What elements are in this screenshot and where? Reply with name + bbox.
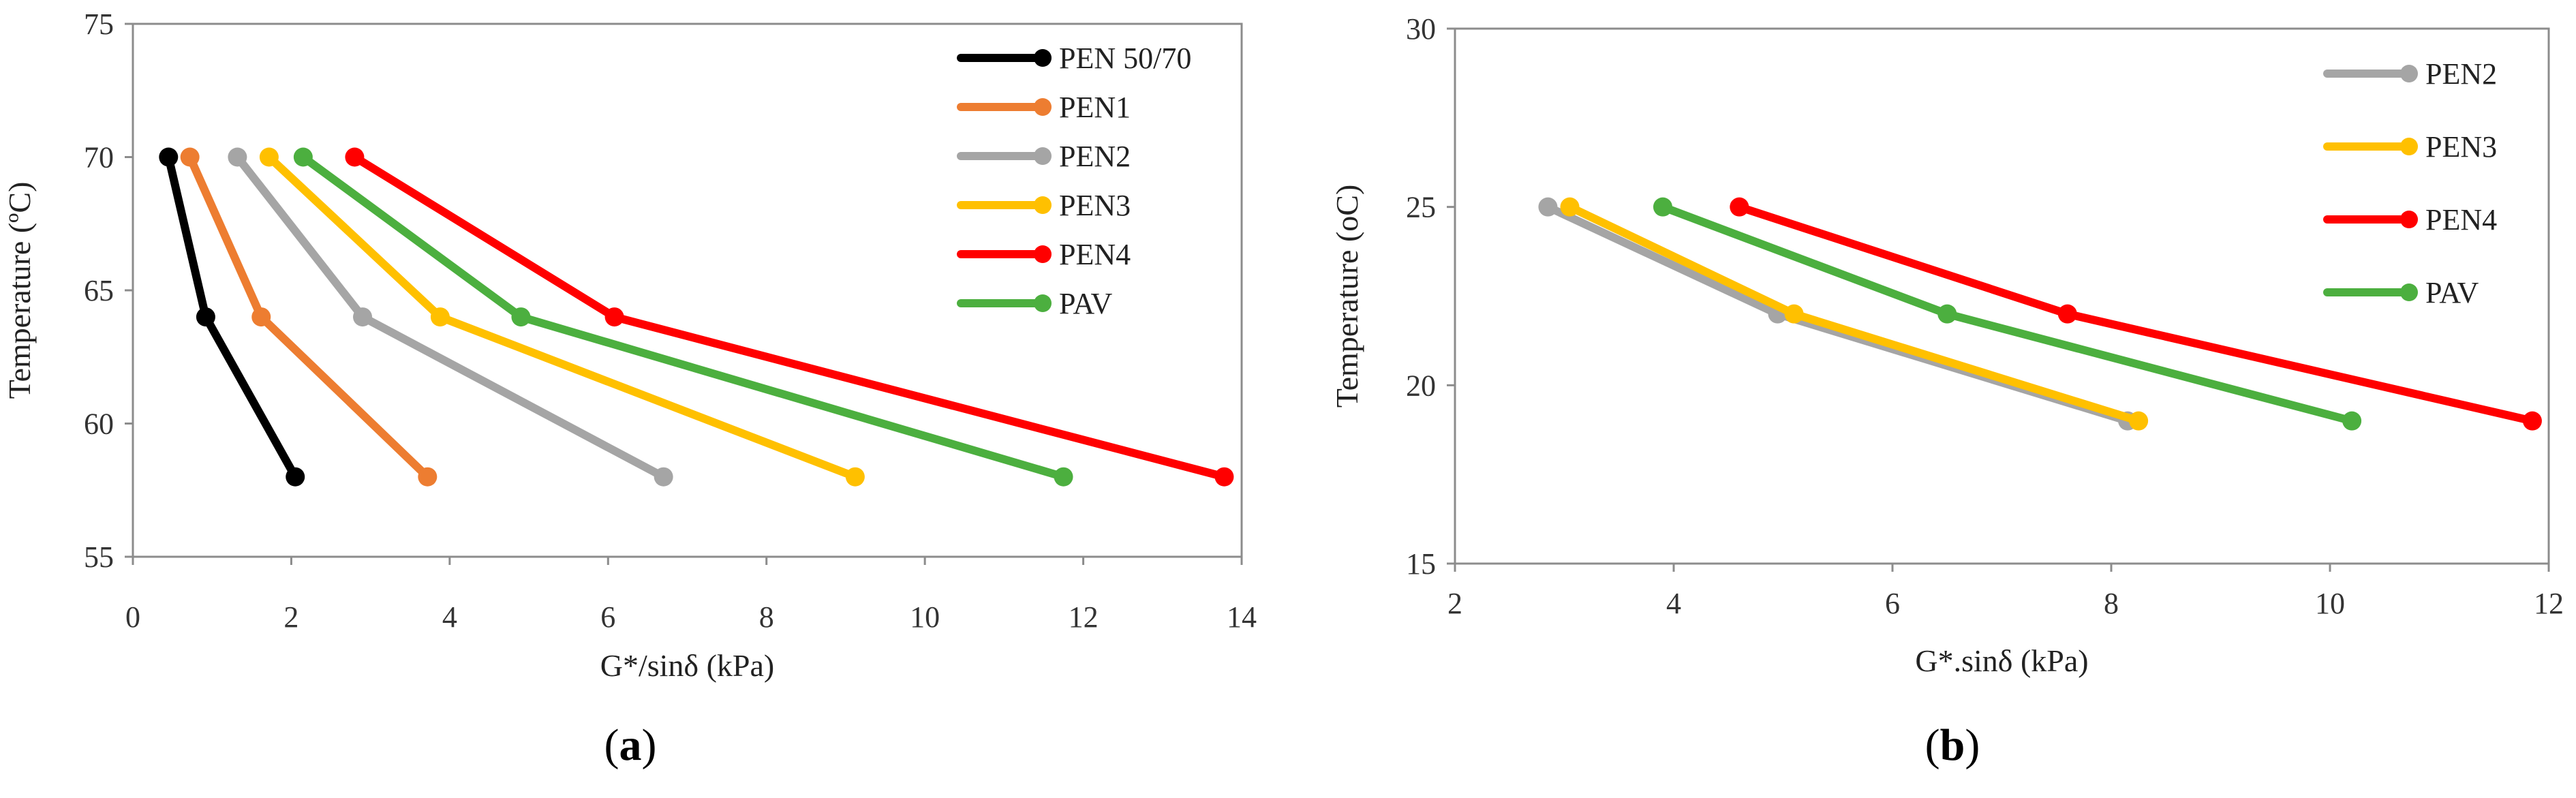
y-tick-label: 30 [1406,12,1436,46]
data-point-pen3 [1784,304,1804,324]
subfigure-label: (b) [1925,720,1980,770]
x-tick-label: 4 [442,600,457,634]
y-tick-label: 65 [84,274,114,307]
data-point-pen-50-70 [286,467,305,487]
x-tick-label: 4 [1666,587,1681,620]
y-tick-label: 20 [1406,369,1436,402]
y-axis-label: Temperature (ºC) [2,182,37,399]
legend-label-pen3: PEN3 [1059,189,1131,222]
x-axis-label: G*/sinδ (kPa) [600,648,775,683]
data-point-pav [1653,197,1672,217]
data-point-pen4 [1730,197,1749,217]
subfigure-label: (a) [604,720,657,770]
x-axis-label: G*.sinδ (kPa) [1915,643,2088,678]
x-tick-label: 6 [1885,587,1900,620]
legend-label-pen2: PEN2 [1059,140,1131,173]
legend-label-pen-50-70: PEN 50/70 [1059,42,1191,75]
chart-panel-b: 2 4 6 8 10 12 15 20 25 30 G*.sinδ (kPa) Temperature… [1330,12,2564,770]
y-tick-label: 75 [84,7,114,41]
data-point-pen4 [345,147,365,167]
series-line-pen1 [185,153,432,481]
data-point-pen1 [180,147,200,167]
legend-label-pen3: PEN3 [2425,130,2497,164]
data-point-pav [1054,467,1073,487]
x-tick-label: 14 [1227,600,1257,634]
x-tick-label: 10 [2315,587,2345,620]
data-point-pen3 [2129,411,2149,431]
y-tick-label: 15 [1406,547,1436,581]
legend-label-pen4: PEN4 [2425,203,2497,236]
legend-marker-pav [1034,294,1052,312]
legend-marker-pen2 [1034,147,1052,165]
data-point-pen3 [845,467,865,487]
y-tick-label: 55 [84,540,114,574]
legend-label-pav: PAV [2425,276,2479,309]
legend-label-pen2: PEN2 [2425,57,2497,91]
x-tick-label: 12 [2534,587,2564,620]
series-line-pen4 [1735,202,2536,425]
series-line-pen3 [1565,202,2143,425]
legend-marker-pen4 [1034,245,1052,263]
legend-marker-pen3 [2400,138,2418,155]
x-tick-label: 8 [2104,587,2119,620]
y-tick-label: 60 [84,408,114,441]
legend-marker-pen2 [2400,65,2418,82]
data-point-pav [1937,304,1957,324]
x-tick-label: 2 [283,600,298,634]
x-tick-label: 10 [910,600,940,634]
chart-panel-a: 0 2 4 6 8 10 12 14 55 60 65 70 75 G*/sinδ (kPa) Temper… [2,7,1257,770]
data-point-pen4 [1214,467,1234,487]
data-point-pen1 [418,467,438,487]
y-axis-label: Temperature (oC) [1330,185,1364,408]
data-point-pen2 [1538,197,1558,217]
data-point-pen2 [228,147,247,167]
legend-marker-pen-50-70 [1034,49,1052,67]
data-point-pen-50-70 [196,307,215,327]
data-point-pen3 [1560,197,1580,217]
data-point-pen4 [2057,304,2077,324]
x-tick-label: 6 [600,600,615,634]
data-point-pen2 [654,467,673,487]
data-point-pav [293,147,313,167]
data-point-pav [511,307,531,327]
y-tick-label: 70 [84,141,114,174]
x-tick-label: 2 [1447,587,1462,620]
x-tick-label: 8 [759,600,774,634]
data-point-pen4 [604,307,624,327]
x-tick-label: 12 [1069,600,1099,634]
data-point-pen-50-70 [159,147,179,167]
legend-marker-pav [2400,283,2418,301]
data-point-pen3 [259,147,279,167]
legend-marker-pen4 [2400,211,2418,228]
legend-marker-pen3 [1034,196,1052,214]
x-tick-label: 0 [125,600,140,634]
series-line-pav [1658,202,2357,425]
legend-label-pen4: PEN4 [1059,238,1131,271]
series-line-pav [298,153,1068,481]
legend-marker-pen1 [1034,98,1052,116]
data-point-pen4 [2522,411,2542,431]
data-point-pen1 [251,307,271,327]
legend-label-pav: PAV [1059,287,1113,320]
data-point-pav [2342,411,2362,431]
plot-area-frame [1454,27,2550,565]
data-point-pen3 [430,307,450,327]
legend-label-pen1: PEN1 [1059,91,1131,124]
data-point-pen2 [353,307,373,327]
y-tick-label: 25 [1406,191,1436,224]
